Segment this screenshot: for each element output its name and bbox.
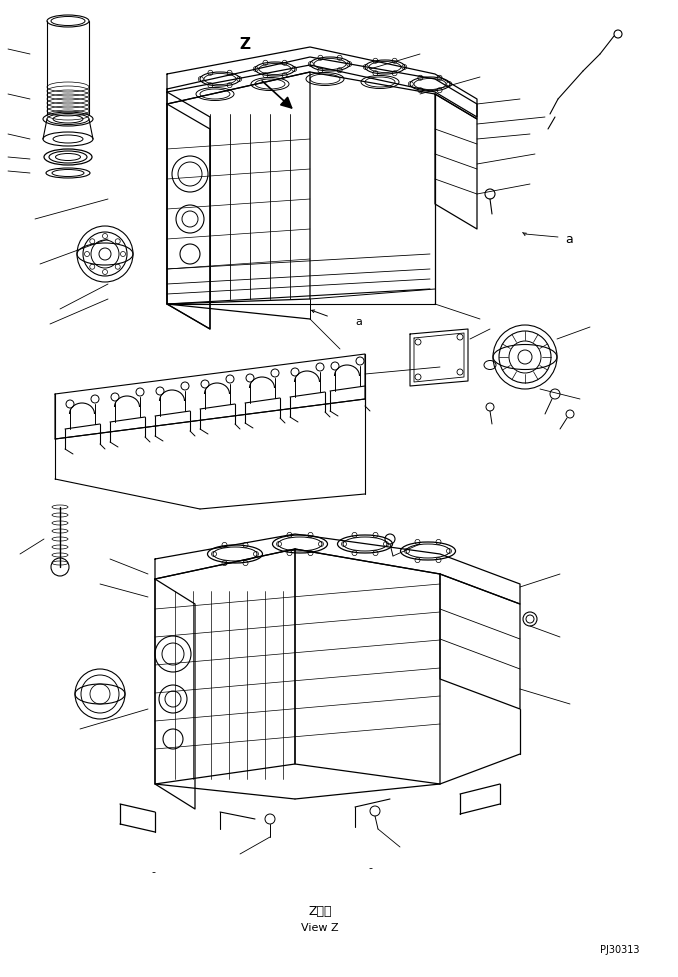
Text: PJ30313: PJ30313 [600, 944, 640, 954]
Text: -: - [151, 867, 155, 876]
Text: View Z: View Z [301, 922, 339, 932]
Text: a: a [565, 234, 573, 246]
Text: -: - [368, 862, 372, 872]
Text: a: a [355, 317, 362, 326]
Text: Z　視: Z 視 [308, 905, 332, 917]
Text: Z: Z [239, 37, 250, 53]
